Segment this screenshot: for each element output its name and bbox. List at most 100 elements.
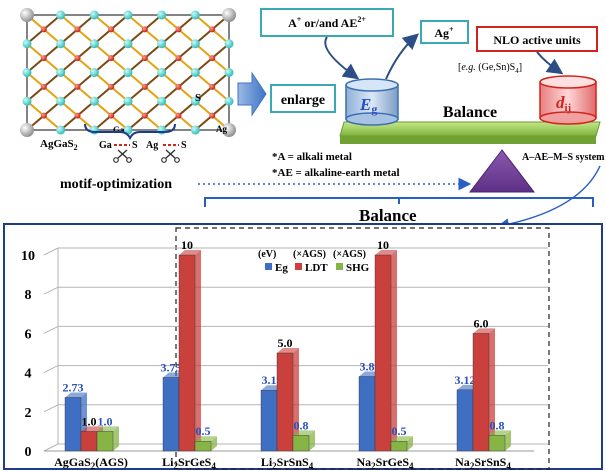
ga-atom bbox=[190, 39, 200, 49]
s-atom bbox=[108, 83, 115, 90]
atom-label-ga: Ga bbox=[113, 125, 125, 135]
s-atom bbox=[74, 83, 81, 90]
s-atom bbox=[209, 83, 216, 90]
s-atom bbox=[108, 112, 115, 119]
bar-side bbox=[407, 436, 413, 451]
bar-shg bbox=[488, 435, 506, 452]
new-compounds-box bbox=[175, 227, 550, 470]
legend-unit-shg: (×AGS) bbox=[333, 249, 366, 260]
nlo-units-label: NLO active units bbox=[493, 33, 581, 47]
data-label: 1.0 bbox=[98, 414, 113, 428]
fulcrum-triangle bbox=[468, 149, 536, 193]
atom-label-ag: Ag bbox=[216, 124, 227, 134]
data-label: 6.0 bbox=[474, 316, 489, 330]
category-label: Li2SrSnS4 bbox=[261, 455, 314, 471]
data-label: 3.12 bbox=[455, 373, 476, 387]
system-arrow bbox=[497, 165, 601, 231]
nlo-example-label: [e.g. (Ge,Sn)S4] bbox=[458, 62, 522, 75]
ga-atom bbox=[157, 10, 167, 20]
nlo-units-box bbox=[476, 26, 598, 52]
data-label: 0.5 bbox=[392, 424, 407, 438]
ga-atom bbox=[224, 68, 234, 77]
ga-atom bbox=[224, 39, 234, 49]
atom-label-s: S bbox=[195, 92, 201, 104]
nlo-arrow bbox=[536, 51, 564, 75]
bar-top bbox=[375, 250, 397, 255]
ga-atom bbox=[190, 96, 200, 106]
grid-depth-line bbox=[43, 443, 59, 452]
bar-side bbox=[211, 436, 217, 451]
ga-atom bbox=[123, 96, 133, 106]
bar-side bbox=[293, 348, 299, 451]
ga-atom bbox=[190, 10, 200, 20]
note-alkali: *A = alkali metal bbox=[272, 151, 352, 163]
bar-eg bbox=[260, 390, 278, 452]
bar-shg bbox=[292, 435, 310, 452]
data-label: 3.75 bbox=[161, 361, 182, 375]
ga-atom bbox=[22, 39, 32, 49]
cation-label: A+ or/and AE2+ bbox=[288, 15, 366, 30]
data-label: 10 bbox=[377, 238, 389, 252]
grid-depth-line bbox=[43, 325, 59, 334]
grid-depth-line bbox=[43, 247, 59, 256]
bar-side bbox=[505, 430, 511, 451]
right-arrow-icon bbox=[237, 71, 267, 117]
category-label: Li2SrGeS4 bbox=[162, 455, 216, 471]
ga-atom bbox=[22, 96, 32, 106]
s-atom bbox=[141, 83, 148, 90]
ga-atom bbox=[157, 125, 167, 135]
ga-atom bbox=[56, 68, 66, 77]
s-atom bbox=[141, 26, 148, 33]
chart-legend: (eV) (×AGS) (×AGS) Eg LDT SHG bbox=[258, 249, 370, 274]
s-atom bbox=[74, 55, 81, 62]
bar-eg bbox=[456, 389, 474, 452]
svg-text:S: S bbox=[181, 140, 187, 151]
legend-unit-ldt: (×AGS) bbox=[293, 249, 326, 260]
bar-top bbox=[489, 430, 511, 436]
legend-swatch-ldt bbox=[295, 263, 302, 270]
bar-shg bbox=[390, 441, 408, 452]
ga-atom bbox=[89, 68, 99, 77]
grid-depth-line bbox=[43, 404, 59, 413]
data-label: 1.0 bbox=[82, 414, 97, 428]
data-label: 3.8 bbox=[360, 360, 375, 374]
bar-eg bbox=[358, 376, 376, 452]
balance-mid-label: Balance bbox=[359, 206, 417, 225]
ga-atom bbox=[224, 96, 234, 106]
ag-atom bbox=[20, 8, 34, 22]
balance-platform-edge bbox=[340, 136, 596, 144]
ga-atom bbox=[123, 39, 133, 49]
eg-cylinder bbox=[345, 78, 399, 126]
data-label: 2.73 bbox=[63, 380, 84, 394]
bar-ldt bbox=[472, 333, 490, 452]
s-atom bbox=[141, 112, 148, 119]
bar-top bbox=[195, 436, 217, 442]
category-label: Na2SrSnS4 bbox=[455, 455, 511, 471]
s-atom bbox=[175, 83, 182, 90]
ga-atom bbox=[123, 68, 133, 77]
ga-atom bbox=[56, 39, 66, 49]
s-atom bbox=[40, 55, 47, 62]
data-label: 0.5 bbox=[196, 424, 211, 438]
bar-top bbox=[97, 426, 119, 432]
bar-side bbox=[195, 250, 201, 451]
category-label: AgGaS2(AGS) bbox=[54, 455, 128, 471]
ga-atom bbox=[157, 68, 167, 77]
y-tick-label: 0 bbox=[25, 445, 32, 460]
s-atom bbox=[40, 83, 47, 90]
data-label: 0.8 bbox=[294, 418, 309, 432]
system-label: A–AE–M–S system bbox=[522, 152, 605, 163]
motif-bracket bbox=[84, 123, 176, 141]
ag-atom bbox=[222, 123, 236, 137]
dij-symbol: dij bbox=[556, 93, 571, 114]
s-atom bbox=[108, 26, 115, 33]
y-tick-label: 10 bbox=[21, 249, 35, 264]
ga-atom bbox=[22, 68, 32, 77]
legend-unit-eg: (eV) bbox=[258, 249, 276, 260]
bar-side bbox=[309, 430, 315, 451]
ga-atom bbox=[89, 10, 99, 20]
svg-text:Ag: Ag bbox=[146, 140, 158, 151]
legend-swatch-shg bbox=[336, 263, 343, 270]
note-alkaline-earth: *AE = alkaline-earth metal bbox=[272, 167, 400, 179]
